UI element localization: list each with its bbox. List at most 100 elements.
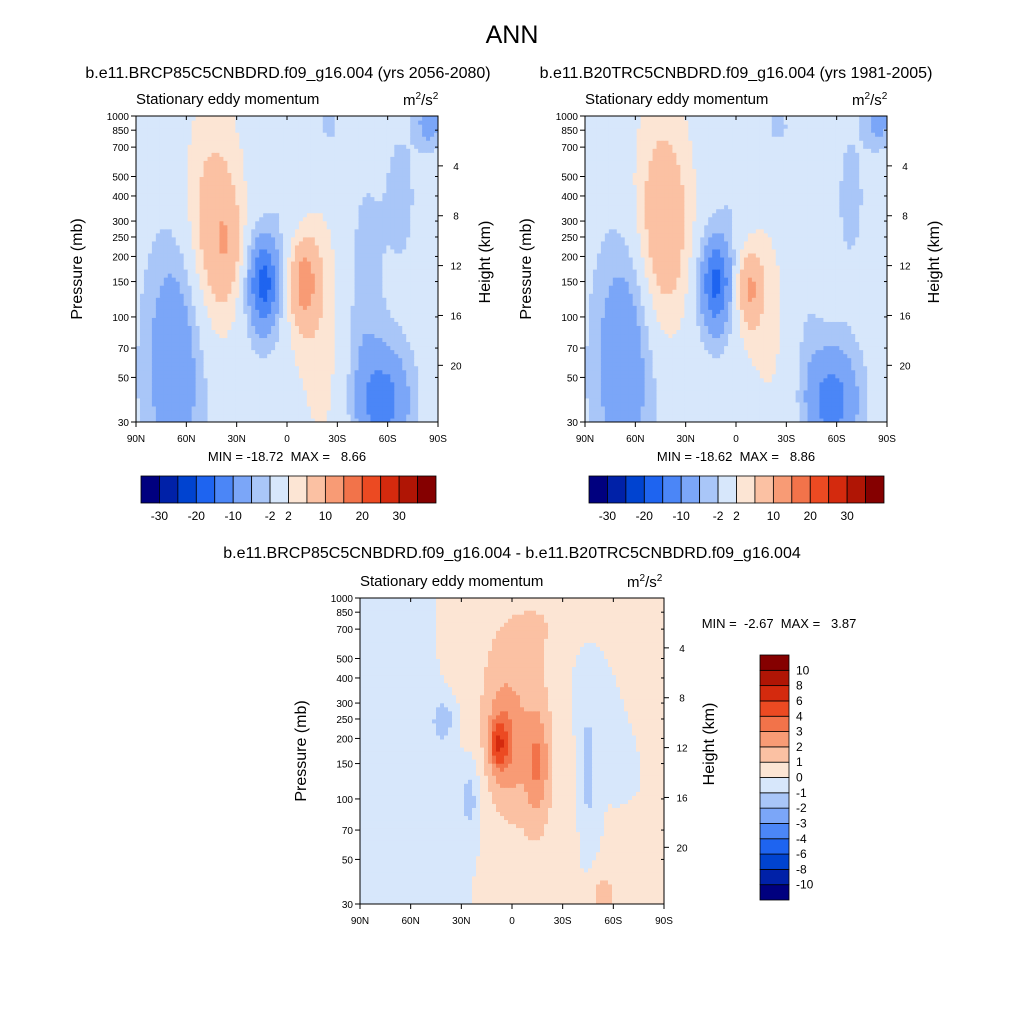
contour-cell: [275, 301, 280, 306]
contour-cell: [318, 345, 324, 351]
contour-cell: [191, 305, 197, 310]
contour-cell: [187, 208, 193, 214]
contour-cell: [374, 200, 379, 206]
contour-cell: [342, 168, 348, 173]
contour-cell: [318, 341, 324, 347]
contour-cell: [362, 160, 368, 165]
contour-cell: [259, 172, 264, 177]
contour-cell: [191, 341, 197, 347]
contour-cell: [175, 413, 181, 419]
contour-cell: [422, 385, 427, 391]
contour-cell: [247, 196, 252, 202]
contour-cell: [215, 264, 221, 270]
contour-cell: [163, 212, 169, 218]
contour-cell: [243, 293, 248, 298]
contour-cell: [287, 377, 292, 383]
contour-cell: [430, 313, 435, 318]
contour-cell: [382, 160, 387, 165]
contour-cell: [271, 333, 276, 339]
contour-cell: [402, 353, 407, 359]
contour-cell: [342, 417, 348, 422]
contour-cell: [247, 337, 252, 343]
contour-cell: [302, 204, 308, 210]
contour-cell: [410, 397, 415, 403]
contour-cell: [326, 180, 332, 186]
contour-cell: [314, 244, 320, 250]
contour-cell: [306, 301, 312, 306]
contour-cell: [155, 156, 161, 161]
contour-cell: [239, 409, 244, 415]
contour-cell: [247, 160, 252, 165]
contour-cell: [247, 353, 252, 359]
contour-cell: [294, 381, 300, 387]
contour-cell: [215, 357, 221, 363]
contour-cell: [171, 385, 177, 391]
contour-cell: [406, 309, 411, 314]
contour-cell: [330, 248, 336, 254]
contour-cell: [287, 277, 292, 282]
contour-cell: [183, 224, 189, 230]
contour-cell: [374, 341, 379, 347]
contour-cell: [334, 285, 340, 290]
contour-cell: [163, 349, 169, 355]
contour-cell: [366, 240, 372, 246]
contour-cell: [354, 349, 360, 355]
contour-cell: [410, 281, 415, 286]
contour-cell: [215, 325, 221, 330]
contour-cell: [306, 176, 312, 182]
contour-cell: [402, 273, 407, 278]
contour-cell: [283, 413, 288, 419]
contour-cell: [366, 397, 372, 403]
contour-cell: [167, 232, 173, 238]
contour-cell: [263, 377, 268, 383]
contour-cell: [223, 200, 228, 206]
contour-cell: [259, 413, 264, 419]
contour-cell: [306, 236, 312, 242]
contour-cell: [318, 417, 324, 422]
contour-cell: [275, 413, 280, 419]
contour-cell: [271, 345, 276, 351]
contour-cell: [378, 196, 383, 202]
contour-cell: [374, 232, 379, 238]
contour-cell: [171, 285, 177, 290]
contour-cell: [290, 168, 296, 173]
contour-cell: [207, 264, 213, 270]
contour-cell: [402, 313, 407, 318]
contour-cell: [334, 244, 340, 250]
contour-cell: [302, 301, 308, 306]
contour-cell: [139, 353, 145, 359]
contour-cell: [298, 389, 304, 395]
contour-cell: [294, 184, 300, 190]
contour-cell: [179, 365, 185, 371]
contour-cell: [326, 305, 332, 310]
contour-cell: [390, 373, 395, 379]
contour-cell: [370, 341, 376, 347]
contour-cell: [410, 216, 415, 222]
contour-cell: [259, 353, 264, 359]
contour-cell: [394, 260, 399, 266]
contour-cell: [139, 417, 145, 422]
contour-cell: [183, 325, 189, 330]
contour-cell: [394, 269, 399, 274]
contour-cell: [163, 417, 169, 422]
contour-cell: [191, 244, 197, 250]
contour-cell: [211, 297, 217, 302]
contour-cell: [211, 321, 217, 326]
contour-cell: [334, 297, 340, 302]
contour-cell: [378, 353, 383, 359]
contour-cell: [136, 180, 141, 186]
contour-cell: [366, 361, 372, 367]
contour-cell: [159, 401, 165, 407]
contour-cell: [279, 289, 284, 294]
contour-cell: [418, 417, 423, 422]
contour-cell: [402, 260, 407, 266]
contour-cell: [322, 264, 328, 270]
contour-cell: [187, 341, 193, 347]
contour-cell: [334, 252, 340, 258]
contour-cell: [183, 369, 189, 375]
contour-cell: [294, 236, 300, 242]
contour-cell: [382, 216, 387, 222]
contour-cell: [302, 192, 308, 198]
contour-cell: [402, 369, 407, 375]
contour-cell: [287, 260, 292, 266]
